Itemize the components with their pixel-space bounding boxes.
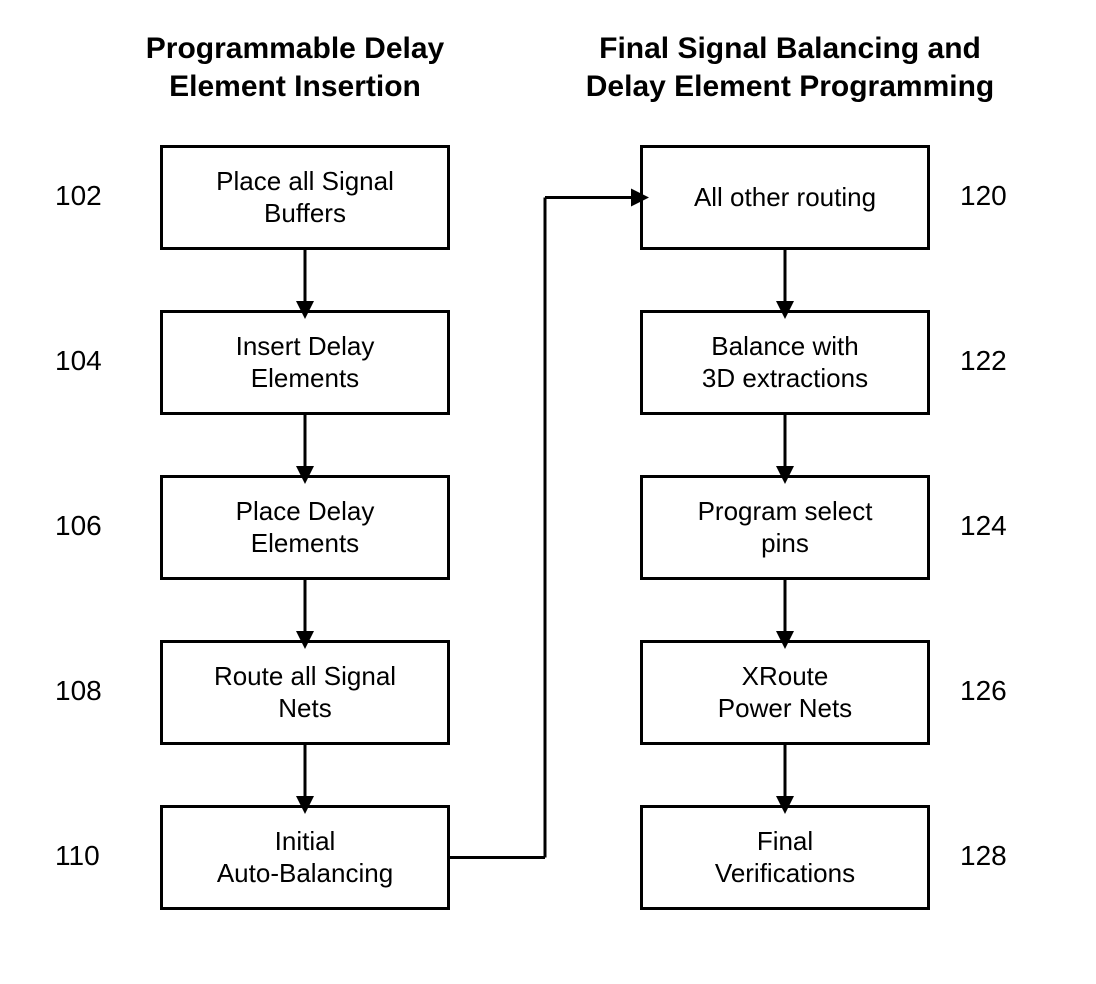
- ref-label-102: 102: [55, 180, 102, 212]
- flow-node-128: Final Verifications: [640, 805, 930, 910]
- node-text: All other routing: [694, 182, 876, 212]
- node-text: Power Nets: [718, 693, 852, 723]
- flow-node-120: All other routing: [640, 145, 930, 250]
- node-text: Nets: [278, 693, 331, 723]
- ref-label-104: 104: [55, 345, 102, 377]
- flow-node-108: Route all Signal Nets: [160, 640, 450, 745]
- node-text: XRoute: [742, 661, 829, 691]
- node-text: Insert Delay: [236, 331, 375, 361]
- ref-label-126: 126: [960, 675, 1007, 707]
- ref-label-122: 122: [960, 345, 1007, 377]
- node-text: Elements: [251, 363, 359, 393]
- flow-node-106: Place Delay Elements: [160, 475, 450, 580]
- flow-node-124: Program select pins: [640, 475, 930, 580]
- right-column-title: Final Signal Balancing and Delay Element…: [560, 30, 1020, 105]
- node-text: 3D extractions: [702, 363, 868, 393]
- node-text: Place Delay: [236, 496, 375, 526]
- node-text: Final: [757, 826, 813, 856]
- node-text: Balance with: [711, 331, 858, 361]
- node-text: Program select: [698, 496, 873, 526]
- left-column-title: Programmable Delay Element Insertion: [125, 30, 465, 105]
- ref-label-108: 108: [55, 675, 102, 707]
- node-text: Buffers: [264, 198, 346, 228]
- title-line: Element Insertion: [169, 70, 421, 103]
- flow-node-102: Place all Signal Buffers: [160, 145, 450, 250]
- node-text: Verifications: [715, 858, 855, 888]
- flow-node-104: Insert Delay Elements: [160, 310, 450, 415]
- node-text: Initial: [275, 826, 336, 856]
- node-text: Route all Signal: [214, 661, 396, 691]
- node-text: Elements: [251, 528, 359, 558]
- ref-label-110: 110: [55, 840, 100, 872]
- node-text: Auto-Balancing: [217, 858, 393, 888]
- flow-node-122: Balance with 3D extractions: [640, 310, 930, 415]
- title-line: Delay Element Programming: [586, 70, 994, 103]
- node-text: pins: [761, 528, 809, 558]
- ref-label-106: 106: [55, 510, 102, 542]
- ref-label-120: 120: [960, 180, 1007, 212]
- title-line: Programmable Delay: [146, 32, 444, 65]
- node-text: Place all Signal: [216, 166, 394, 196]
- ref-label-124: 124: [960, 510, 1007, 542]
- flow-node-126: XRoute Power Nets: [640, 640, 930, 745]
- title-line: Final Signal Balancing and: [599, 32, 981, 65]
- ref-label-128: 128: [960, 840, 1007, 872]
- flow-node-110: Initial Auto-Balancing: [160, 805, 450, 910]
